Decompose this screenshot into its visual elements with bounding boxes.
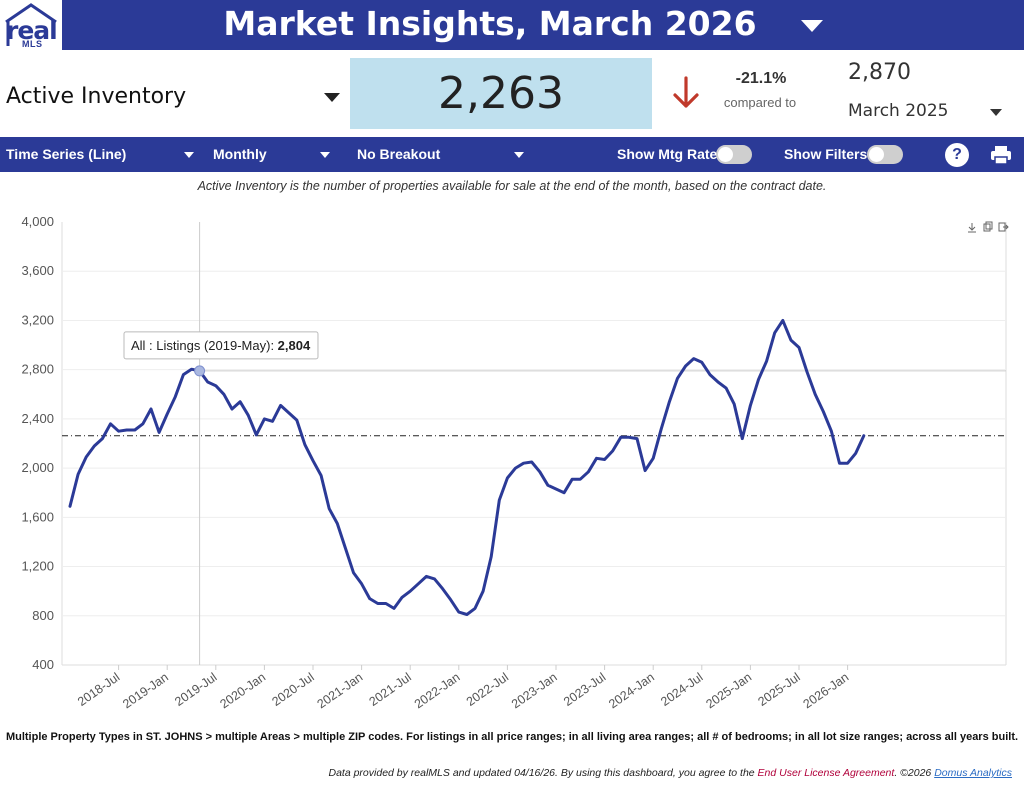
download-icon[interactable] [968, 223, 976, 233]
y-tick-label: 800 [32, 608, 54, 623]
metric-description: Active Inventory is the number of proper… [197, 179, 827, 193]
realmls-logo: real MLS [0, 0, 62, 50]
toggle-knob [718, 147, 733, 162]
credit-mid: . ©2026 [894, 767, 935, 779]
filters-label: Show Filters: [784, 146, 872, 162]
kpi-value-box: 2,263 [350, 58, 652, 129]
hover-point-marker[interactable] [194, 365, 206, 377]
y-tick-label: 3,600 [21, 263, 54, 278]
breakout-select[interactable]: No Breakout [357, 146, 441, 162]
header-bar: real MLS Market Insights, March 2026 [0, 0, 1024, 50]
mtg-rate-toggle[interactable] [716, 145, 752, 164]
period-select[interactable]: Monthly [213, 146, 267, 162]
period-caret-icon[interactable] [320, 152, 330, 158]
y-tick-label: 2,800 [21, 362, 54, 377]
x-tick-label: 2019-Jan [120, 670, 171, 711]
credit-line: Data provided by realMLS and updated 04/… [329, 767, 1013, 779]
y-tick-label: 400 [32, 657, 54, 672]
export-icon[interactable] [998, 222, 1009, 232]
x-tick-label: 2021-Jan [315, 670, 366, 711]
metric-selector-label[interactable]: Active Inventory [6, 84, 187, 109]
page-title: Market Insights, March 2026 [223, 4, 757, 43]
x-tick-label: 2023-Jul [561, 670, 608, 709]
copy-icon[interactable] [983, 221, 993, 232]
arrow-down-icon [673, 76, 699, 108]
x-tick-label: 2025-Jan [703, 670, 754, 711]
y-tick-label: 2,000 [21, 460, 54, 475]
y-tick-label: 3,200 [21, 312, 54, 327]
logo-text: real [6, 16, 58, 45]
y-tick-label: 4,000 [21, 214, 54, 229]
house-outline-icon [5, 3, 57, 46]
x-tick-label: 2019-Jul [172, 670, 219, 709]
control-bar: Time Series (Line) Monthly No Breakout S… [0, 137, 1024, 172]
y-tick-label: 1,600 [21, 509, 54, 524]
comparison-date-selector[interactable]: March 2025 [848, 101, 949, 121]
eula-link[interactable]: End User License Agreement [757, 767, 895, 779]
x-tick-label: 2018-Jul [75, 670, 122, 709]
series-line-all-listings[interactable] [68, 318, 866, 616]
logo-subtext: MLS [22, 39, 43, 49]
title-dropdown-caret-icon[interactable] [801, 20, 823, 32]
credit-prefix: Data provided by realMLS and updated 04/… [328, 767, 758, 779]
y-tick-label: 1,200 [21, 559, 54, 574]
kpi-current-value: 2,263 [438, 68, 564, 119]
printer-icon[interactable] [990, 145, 1012, 165]
comparison-value: 2,870 [848, 60, 911, 85]
tooltip-text: All : Listings (2019-May): 2,804 [131, 338, 311, 353]
y-axis-ticks: 4,000 3,600 3,200 2,800 2,400 2,000 1,600 1,200… [21, 214, 54, 672]
chart-modebar [968, 221, 1009, 233]
breakout-caret-icon[interactable] [514, 152, 524, 158]
tooltip-label: All : Listings (2019-May): [131, 338, 278, 353]
x-tick-label: 2021-Jul [367, 670, 414, 709]
chart-grid [61, 222, 1007, 666]
metric-dropdown-caret-icon[interactable] [324, 93, 340, 102]
line-chart: 4,000 3,600 3,200 2,800 2,400 2,000 1,600 1,200… [21, 214, 1009, 711]
chart-tooltip: All : Listings (2019-May): 2,804 [123, 331, 319, 360]
compared-to-label: compared to [723, 95, 797, 110]
x-tick-label: 2022-Jan [412, 670, 463, 711]
x-tick-label: 2020-Jan [217, 670, 268, 711]
filters-toggle[interactable] [867, 145, 903, 164]
comparison-date-caret-icon[interactable] [990, 109, 1002, 116]
x-tick-label: 2020-Jul [269, 670, 316, 709]
tooltip-value: 2,804 [278, 338, 311, 353]
x-tick-label: 2025-Jul [755, 670, 802, 709]
x-tick-label: 2023-Jan [509, 670, 560, 711]
x-tick-label: 2024-Jan [606, 670, 657, 711]
y-tick-label: 2,400 [21, 411, 54, 426]
x-tick-label: 2022-Jul [464, 670, 511, 709]
change-percent: -21.1% [735, 70, 787, 87]
x-tick-label: 2024-Jul [658, 670, 705, 709]
toggle-knob [869, 147, 884, 162]
x-tick-label: 2026-Jan [801, 670, 852, 711]
filters-note: Multiple Property Types in ST. JOHNS > m… [5, 731, 1019, 743]
chart-type-select[interactable]: Time Series (Line) [6, 146, 127, 162]
chart-type-caret-icon[interactable] [184, 152, 194, 158]
mtg-rate-label: Show Mtg Rate: [617, 146, 722, 162]
help-button[interactable]: ? [945, 143, 969, 167]
domus-analytics-link[interactable]: Domus Analytics [934, 767, 1012, 779]
